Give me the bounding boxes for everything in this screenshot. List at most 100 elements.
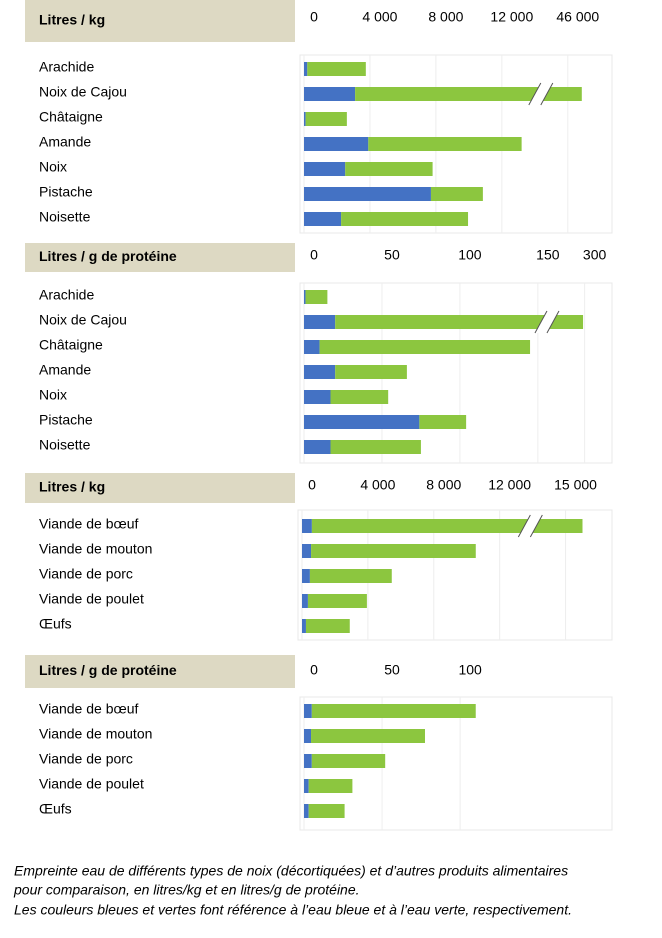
- bar-segment: [304, 212, 342, 226]
- category-label: Viande de mouton: [39, 726, 152, 742]
- bar-segment: [311, 544, 476, 558]
- caption-line: pour comparaison, en litres/kg et en lit…: [13, 882, 360, 898]
- bar-segment: [309, 569, 392, 583]
- panel-title: Litres / g de protéine: [39, 248, 177, 264]
- axis-break-line: [528, 82, 542, 106]
- bar-segment: [330, 440, 421, 454]
- category-label: Arachide: [39, 287, 94, 303]
- x-tick-label: 0: [310, 662, 318, 678]
- bar-segment: [319, 340, 531, 354]
- x-tick-label: 4 000: [360, 477, 395, 493]
- category-label: Amande: [39, 362, 91, 378]
- axis-break: [518, 515, 543, 537]
- category-label: Noix: [39, 159, 67, 175]
- category-label: Œufs: [39, 801, 72, 817]
- bar-segment: [307, 62, 366, 76]
- category-label: Arachide: [39, 59, 94, 75]
- bar-segment: [304, 440, 331, 454]
- bar-segment: [304, 754, 312, 768]
- bar-segment: [308, 779, 353, 793]
- category-label: Viande de poulet: [39, 591, 144, 607]
- bar-segment: [302, 544, 312, 558]
- bar-segment: [430, 187, 483, 201]
- bar-segment: [335, 365, 407, 379]
- bar-segment: [368, 137, 522, 151]
- bar-segment: [302, 519, 312, 533]
- category-label: Viande de poulet: [39, 776, 144, 792]
- bar-segment: [304, 112, 306, 126]
- header-band: [25, 655, 295, 688]
- x-tick-label: 12 000: [490, 9, 533, 25]
- bar-segment: [304, 779, 309, 793]
- category-label: Noix de Cajou: [39, 312, 127, 328]
- bar-segment: [304, 729, 312, 743]
- x-tick-label: 15 000: [554, 477, 597, 493]
- bar-segment: [304, 365, 336, 379]
- plot-area: [299, 54, 613, 234]
- x-tick-label: 300: [583, 247, 607, 263]
- x-tick-label: 0: [308, 477, 316, 493]
- x-tick-label: 4 000: [362, 9, 397, 25]
- bar-segment: [302, 619, 306, 633]
- bar-segment: [304, 415, 420, 429]
- plot-area: [299, 696, 613, 831]
- x-tick-label: 100: [458, 247, 482, 263]
- bar-segment: [304, 315, 336, 329]
- panel-title: Litres / kg: [39, 12, 105, 28]
- axis-break: [528, 83, 553, 105]
- x-tick-label: 0: [310, 247, 318, 263]
- caption-line: Les couleurs bleues et vertes font référ…: [14, 902, 572, 918]
- bar-segment: [304, 137, 369, 151]
- caption-line: Empreinte eau de différents types de noi…: [14, 863, 568, 879]
- bar-segment: [308, 804, 345, 818]
- bar-segment: [305, 290, 328, 304]
- bar-segment: [307, 594, 367, 608]
- panel-title: Litres / g de protéine: [39, 662, 177, 678]
- x-tick-label: 46 000: [556, 9, 599, 25]
- bar-segment: [304, 87, 356, 101]
- bar-segment: [305, 619, 350, 633]
- x-tick-label: 0: [310, 9, 318, 25]
- bar-segment: [304, 804, 309, 818]
- panel-title: Litres / kg: [39, 479, 105, 495]
- axis-break: [534, 311, 559, 333]
- bar-segment: [311, 729, 425, 743]
- category-label: Noix de Cajou: [39, 84, 127, 100]
- bar-segment: [302, 594, 308, 608]
- x-tick-label: 8 000: [426, 477, 461, 493]
- bar-segment: [335, 315, 584, 329]
- bar-segment: [345, 162, 433, 176]
- category-label: Œufs: [39, 616, 72, 632]
- bar-segment: [419, 415, 467, 429]
- plot-area: [299, 282, 613, 464]
- axis-break-line: [534, 310, 548, 334]
- axis-break-line: [540, 82, 554, 106]
- category-label: Châtaigne: [39, 109, 103, 125]
- bar-segment: [311, 754, 386, 768]
- category-label: Pistache: [39, 184, 93, 200]
- category-label: Viande de bœuf: [39, 701, 138, 717]
- category-label: Viande de porc: [39, 566, 133, 582]
- plot-area: [297, 509, 613, 641]
- x-tick-label: 150: [536, 247, 560, 263]
- category-label: Noix: [39, 387, 67, 403]
- bar-segment: [341, 212, 469, 226]
- category-label: Noisette: [39, 209, 91, 225]
- category-label: Viande de bœuf: [39, 516, 138, 532]
- bar-segment: [311, 704, 476, 718]
- x-tick-label: 12 000: [488, 477, 531, 493]
- bar-segment: [330, 390, 389, 404]
- bar-segment: [304, 390, 331, 404]
- bar-segment: [355, 87, 582, 101]
- x-tick-label: 8 000: [428, 9, 463, 25]
- bar-segment: [304, 340, 320, 354]
- x-tick-label: 50: [384, 662, 400, 678]
- bar-segment: [304, 187, 431, 201]
- category-label: Viande de porc: [39, 751, 133, 767]
- header-band: [25, 473, 295, 503]
- header-band: [25, 0, 295, 42]
- category-label: Amande: [39, 134, 91, 150]
- header-band: [25, 243, 295, 272]
